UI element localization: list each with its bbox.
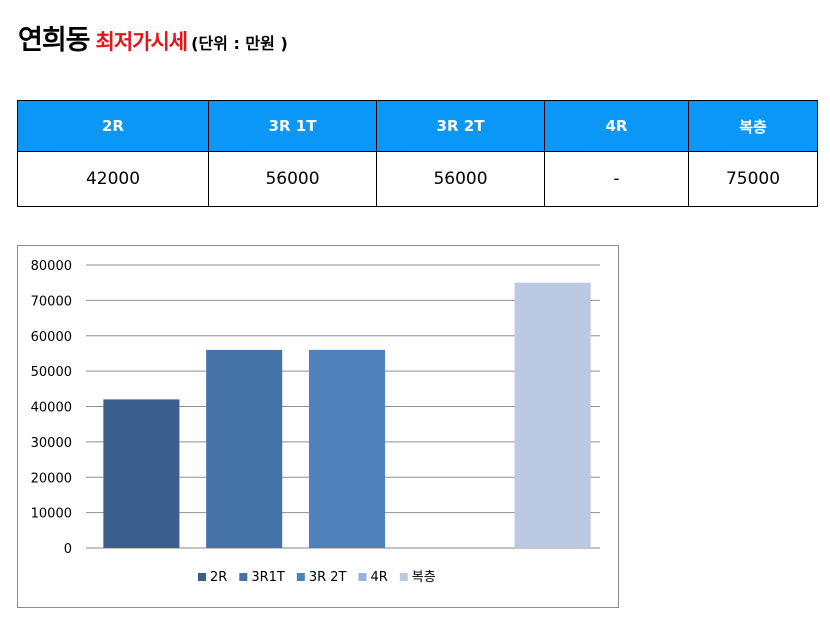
table-row: 42000 56000 56000 - 75000 xyxy=(17,151,818,207)
unit-label: (단위 : 만원 ) xyxy=(191,34,288,53)
y-tick-label: 60000 xyxy=(31,330,72,345)
table-cell: 75000 xyxy=(688,151,818,207)
table-cell: 42000 xyxy=(17,151,209,207)
legend-swatch xyxy=(399,573,408,581)
y-tick-label: 10000 xyxy=(31,507,72,522)
legend-swatch xyxy=(198,573,206,581)
table-cell: 56000 xyxy=(376,151,545,207)
legend-swatch xyxy=(358,573,367,581)
y-tick-label: 70000 xyxy=(31,294,72,309)
page-subtitle: 최저가시세 xyxy=(95,30,189,54)
chart-canvas: 0 10000 20000 30000 40000 50000 60000 70000 8000… xyxy=(31,259,600,585)
legend-label: 4R xyxy=(370,570,387,585)
column-header: 3R 2T xyxy=(376,100,545,152)
y-tick-label: 20000 xyxy=(31,471,72,486)
legend-swatch xyxy=(296,573,305,581)
column-header: 2R xyxy=(17,100,209,152)
y-tick-label: 40000 xyxy=(31,401,72,416)
table-cell: 56000 xyxy=(208,151,377,207)
column-header: 복층 xyxy=(688,100,818,152)
legend-swatch xyxy=(239,573,248,581)
bar-1 xyxy=(103,399,180,548)
bar-3 xyxy=(308,349,386,548)
bar-chart: 0 10000 20000 30000 40000 50000 60000 70000 8000… xyxy=(17,245,619,608)
column-header: 3R 1T xyxy=(208,100,377,152)
legend-label: 3R1T xyxy=(251,570,285,585)
page-header: 연희동 최저가시세 (단위 : 만원 ) xyxy=(18,18,288,57)
y-tick-label: 30000 xyxy=(31,436,72,451)
y-tick-label: 80000 xyxy=(31,259,72,274)
y-tick-label: 50000 xyxy=(31,365,72,380)
column-header: 4R xyxy=(544,100,689,152)
price-table: 2R 3R 1T 3R 2T 4R 복층 42000 56000 56000 -… xyxy=(17,100,818,207)
bar-5 xyxy=(514,282,591,548)
table-header-row: 2R 3R 1T 3R 2T 4R 복층 xyxy=(17,100,818,152)
bar-2 xyxy=(206,349,283,548)
legend-label: 3R 2T xyxy=(309,570,347,585)
table-cell: - xyxy=(544,151,689,207)
page-title: 연희동 xyxy=(18,25,91,56)
legend-label: 복층 xyxy=(412,570,436,585)
y-tick-label: 0 xyxy=(64,542,72,557)
legend-label: 2R xyxy=(210,570,227,585)
